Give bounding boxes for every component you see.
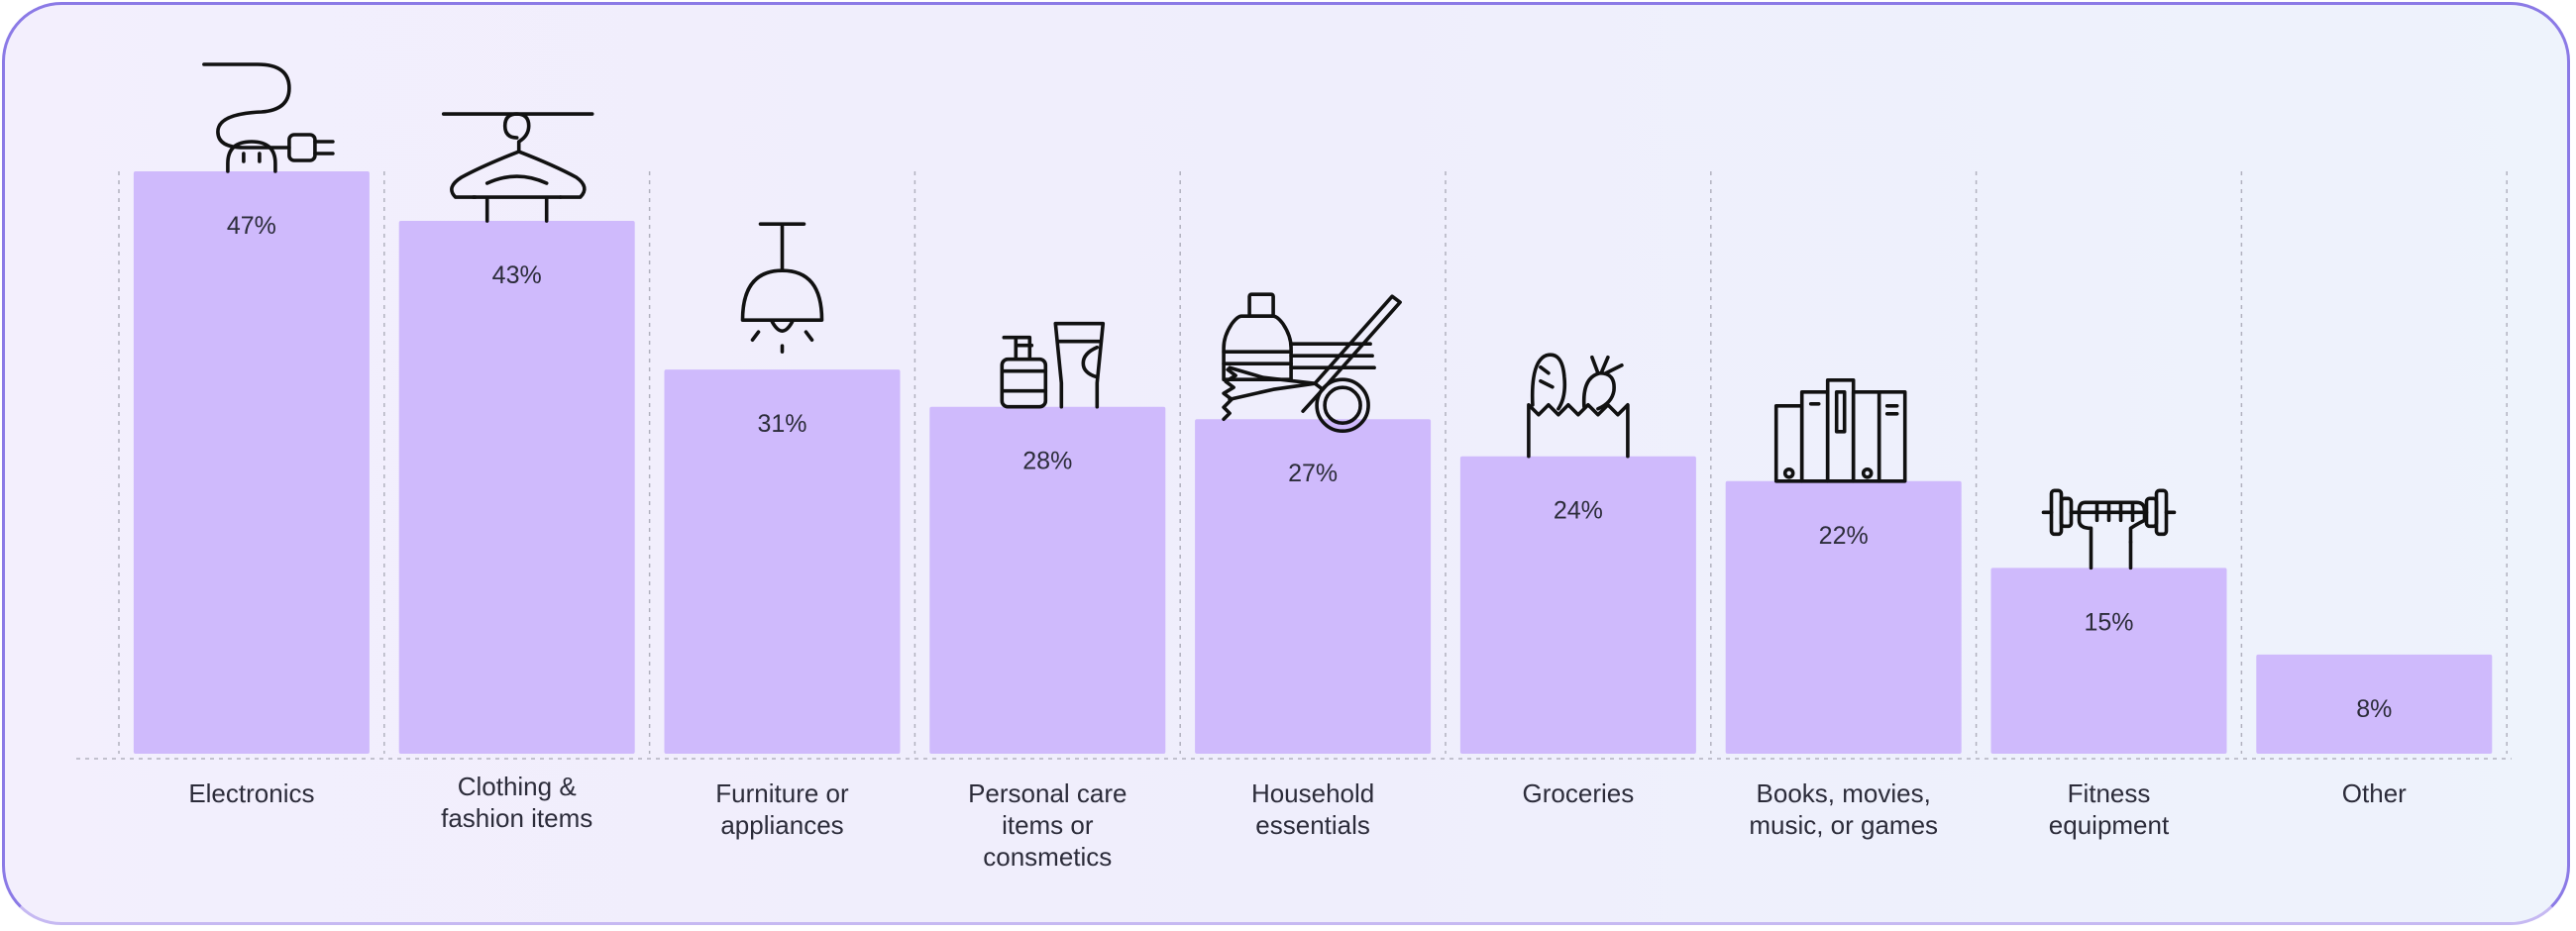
bar (1990, 568, 2227, 754)
bar (398, 221, 635, 755)
bar-value-label: 15% (2084, 608, 2133, 636)
bar-value-label: 8% (2356, 695, 2392, 723)
bar (664, 369, 901, 754)
category-label: Household essentials (1251, 778, 1374, 840)
bar (929, 406, 1166, 754)
category-label: Furniture or appliances (715, 778, 849, 840)
bar-value-label: 22% (1819, 522, 1869, 550)
bar-value-label: 47% (227, 212, 276, 240)
hanger-icon (441, 112, 594, 223)
bar (2256, 654, 2493, 754)
dumbbell-icon (2041, 488, 2177, 570)
bar-value-label: 27% (1288, 460, 1338, 487)
bar (1459, 456, 1696, 754)
category-label: Books, movies, music, or games (1749, 778, 1938, 840)
bar-value-label: 31% (757, 410, 806, 438)
lamp-icon (740, 222, 824, 354)
bar (1725, 480, 1962, 754)
bar-value-label: 28% (1022, 448, 1072, 475)
cleaning-icon (1222, 292, 1402, 434)
bar-value-label: 43% (492, 261, 542, 289)
bottles-icon (1000, 321, 1106, 409)
bar (133, 171, 370, 754)
category-label: Clothing & fashion items (441, 772, 592, 833)
category-label: Personal care items or consmetics (968, 778, 1127, 872)
category-label: Groceries (1523, 778, 1635, 808)
category-label: Electronics (188, 778, 314, 808)
category-label: Other (2342, 778, 2407, 808)
category-label: Fitness equipment (2049, 778, 2170, 840)
plug-icon (202, 62, 335, 173)
books-icon (1773, 377, 1907, 483)
bar-value-label: 24% (1554, 497, 1603, 525)
grocery-bag-icon (1527, 353, 1630, 459)
bar (1195, 419, 1432, 754)
bar-chart: 47% 43% 31% 28% 27% 24% 22% 15% 8% Electronics Cl… (76, 62, 2512, 872)
